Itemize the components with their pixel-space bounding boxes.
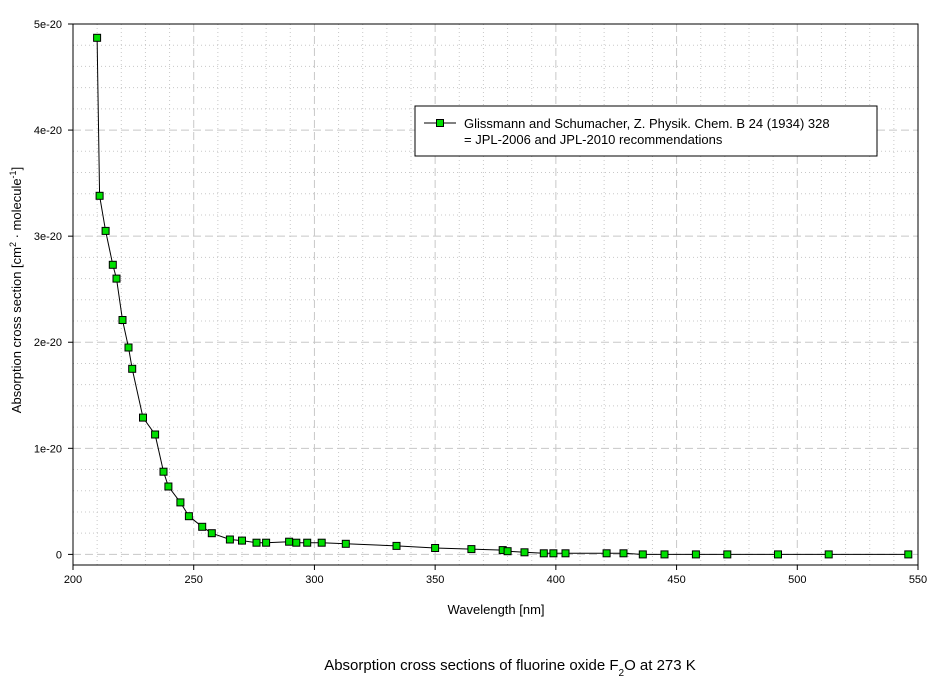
x-tick-label: 350 xyxy=(426,574,444,586)
data-point xyxy=(539,549,548,558)
y-axis-label-sup2: -1 xyxy=(8,170,18,178)
caption-sub: 2 xyxy=(619,668,625,679)
data-point xyxy=(252,538,261,547)
legend: Glissmann and Schumacher, Z. Physik. Che… xyxy=(414,105,878,157)
data-point xyxy=(341,539,350,548)
data-point xyxy=(619,549,628,558)
data-point xyxy=(638,550,647,559)
data-point xyxy=(95,191,104,200)
data-point xyxy=(118,316,127,324)
data-point xyxy=(824,550,833,559)
data-point xyxy=(549,549,558,558)
data-point xyxy=(392,541,401,550)
x-tick-label: 250 xyxy=(185,574,203,586)
data-point xyxy=(139,413,147,422)
data-point xyxy=(723,550,732,559)
data-point xyxy=(112,274,121,283)
data-point xyxy=(691,550,700,559)
data-point xyxy=(904,550,913,559)
data-point xyxy=(467,545,476,554)
y-tick-label: 1e-20 xyxy=(34,443,62,455)
x-tick-label: 550 xyxy=(909,574,927,586)
legend-box xyxy=(414,105,878,157)
y-axis-label-middle: · molecule xyxy=(9,178,24,242)
data-point xyxy=(520,548,529,557)
y-tick-label: 3e-20 xyxy=(34,231,62,243)
data-point xyxy=(176,498,185,507)
x-tick-label: 400 xyxy=(547,574,565,586)
data-point xyxy=(317,538,326,547)
y-tick-label: 5e-20 xyxy=(34,19,62,31)
x-tick-label: 200 xyxy=(64,574,82,586)
data-point xyxy=(660,550,669,559)
data-point xyxy=(262,538,271,547)
data-point xyxy=(184,512,193,521)
data-point xyxy=(774,550,782,559)
x-axis-label: Wavelength [nm] xyxy=(447,602,544,617)
data-point xyxy=(503,547,512,556)
y-axis-label-sup1: 2 xyxy=(8,242,18,247)
data-point xyxy=(198,522,207,531)
data-point xyxy=(207,529,216,538)
y-axis-label: Absorption cross section [cm2 · molecule… xyxy=(8,167,24,413)
caption-suffix: O at 273 K xyxy=(624,657,696,674)
legend-entry-line-1: Glissmann and Schumacher, Z. Physik. Che… xyxy=(464,116,830,131)
data-point xyxy=(561,549,570,558)
x-tick-label: 450 xyxy=(667,574,685,586)
data-point xyxy=(128,364,137,373)
axis-ticks: 200 250 300 350 400 450 500 550 0 1e-20 2e-20 3e-20… xyxy=(34,19,927,586)
data-point xyxy=(164,482,173,491)
data-point xyxy=(159,467,168,476)
data-point xyxy=(108,260,117,269)
chart-caption: Absorption cross sections of fluorine ox… xyxy=(324,657,696,679)
data-point xyxy=(285,537,294,546)
y-tick-label: 2e-20 xyxy=(34,337,62,349)
data-point xyxy=(225,535,234,544)
data-point xyxy=(602,549,611,558)
data-point xyxy=(124,343,133,352)
y-tick-label: 0 xyxy=(56,549,62,561)
data-point xyxy=(151,430,160,439)
x-tick-label: 300 xyxy=(305,574,323,586)
x-tick-label: 500 xyxy=(788,574,806,586)
data-point xyxy=(431,544,440,552)
caption-prefix: Absorption cross sections of fluorine ox… xyxy=(324,657,618,674)
y-axis-label-prefix: Absorption cross section [cm xyxy=(9,247,24,413)
data-point xyxy=(292,538,301,547)
legend-entry-line-2: = JPL-2006 and JPL-2010 recommendations xyxy=(464,132,723,147)
plot-frame xyxy=(72,23,919,566)
legend-marker-sample xyxy=(436,119,444,127)
data-point xyxy=(101,226,110,235)
y-axis-label-suffix: ] xyxy=(9,167,24,171)
data-point xyxy=(93,33,102,42)
y-tick-label: 4e-20 xyxy=(34,125,62,137)
data-point xyxy=(303,538,312,547)
series-layer xyxy=(93,33,913,559)
data-point xyxy=(238,536,246,545)
